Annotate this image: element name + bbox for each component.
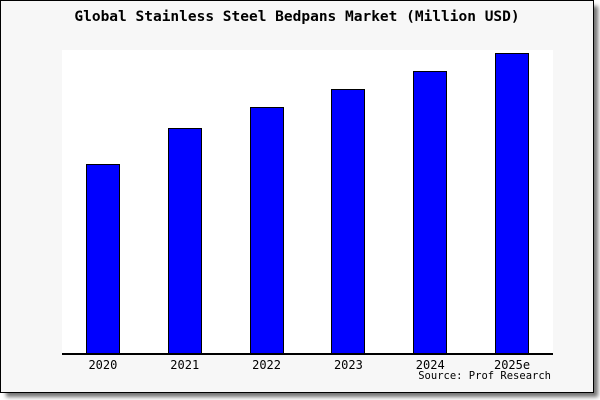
bars-container [62, 50, 553, 353]
plot-area [62, 50, 553, 355]
bar-2021 [167, 128, 202, 353]
bar-2020 [85, 164, 120, 353]
source-text: Source: Prof Research [418, 370, 551, 382]
bar-slot [144, 50, 226, 353]
bar-slot [389, 50, 471, 353]
x-tick-label-2022: 2022 [252, 358, 282, 372]
bar-2025e [495, 53, 530, 353]
x-axis-labels: 2020 2021 2022 2023 2024 2025e [62, 358, 553, 372]
bar-slot [62, 50, 144, 353]
x-tick-label-2020: 2020 [88, 358, 118, 372]
chart-frame: Global Stainless Steel Bedpans Market (M… [0, 0, 594, 393]
x-tick-label-2025e: 2025e [493, 358, 531, 372]
bar-2023 [331, 89, 366, 353]
x-tick-label-2023: 2023 [333, 358, 363, 372]
x-tick-label-2024: 2024 [415, 358, 445, 372]
bar-slot [471, 50, 553, 353]
bar-2022 [249, 107, 284, 353]
bar-2024 [413, 71, 448, 353]
bar-slot [226, 50, 308, 353]
bar-slot [307, 50, 389, 353]
chart-title: Global Stainless Steel Bedpans Market (M… [74, 9, 520, 25]
x-tick-label-2021: 2021 [170, 358, 200, 372]
